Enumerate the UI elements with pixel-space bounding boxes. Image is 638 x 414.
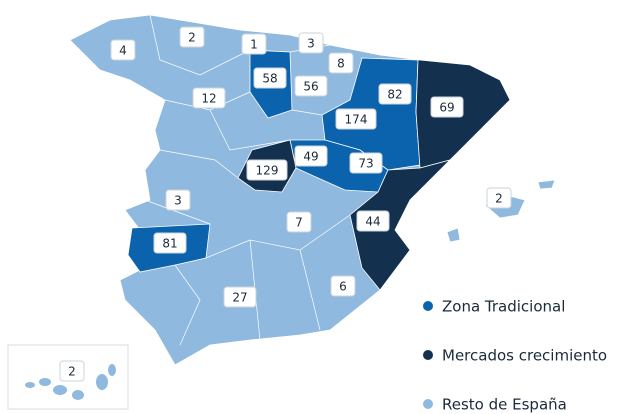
label-box <box>179 26 205 48</box>
balearic-menorca <box>537 179 556 190</box>
island <box>108 364 116 376</box>
labels: 4 2 1 3 8 58 56 82 69 12 174 49 129 73 3 7 44 2 81 27 6 2 <box>59 26 512 382</box>
label-box <box>294 145 328 167</box>
label-box <box>246 159 288 181</box>
legend-label: Mercados crecimiento <box>442 347 607 365</box>
label: 81 <box>162 237 177 251</box>
legend-dot <box>423 350 433 360</box>
label-box <box>356 210 390 232</box>
legend: Zona Tradicional Mercados crecimiento Rest… <box>423 298 607 414</box>
label: 129 <box>256 164 279 178</box>
label: 27 <box>232 291 247 305</box>
label-box <box>330 275 356 297</box>
label-box <box>59 360 85 382</box>
legend-dot <box>423 399 433 409</box>
label: 8 <box>337 57 345 71</box>
label: 44 <box>365 215 380 229</box>
label-box <box>253 67 287 89</box>
label-box <box>349 152 383 174</box>
island <box>96 374 108 390</box>
balearic-ibiza <box>446 227 461 243</box>
label-box <box>153 232 187 254</box>
label: 58 <box>262 72 277 86</box>
label: 2 <box>68 365 76 379</box>
island <box>39 378 51 386</box>
label: 82 <box>387 88 402 102</box>
label-box <box>192 87 226 109</box>
region-valencia <box>349 159 452 291</box>
label-box <box>328 52 354 74</box>
label-box <box>486 187 512 209</box>
label-box <box>223 286 257 308</box>
island <box>72 390 84 400</box>
label: 174 <box>345 113 368 127</box>
label: 3 <box>307 37 315 51</box>
legend-dot <box>423 301 433 311</box>
label: 7 <box>295 216 303 230</box>
label: 2 <box>188 31 196 45</box>
label: 1 <box>250 38 258 52</box>
label-box <box>430 96 464 118</box>
label: 56 <box>303 80 318 94</box>
label-box <box>241 33 267 55</box>
label: 49 <box>303 150 318 164</box>
island <box>53 385 67 395</box>
label-box <box>335 108 377 130</box>
label: 12 <box>201 92 216 106</box>
legend-label: Resto de España <box>442 396 567 414</box>
label-box <box>378 83 412 105</box>
label-box <box>165 189 191 211</box>
label: 69 <box>439 101 454 115</box>
label: 73 <box>358 157 373 171</box>
label: 6 <box>339 280 347 294</box>
legend-label: Zona Tradicional <box>442 298 565 316</box>
label: 2 <box>495 192 503 206</box>
label-box <box>110 39 136 61</box>
label: 3 <box>174 194 182 208</box>
canary-islands <box>25 364 116 400</box>
island <box>25 382 35 388</box>
label-box <box>286 211 312 233</box>
label-box <box>294 75 328 97</box>
label: 4 <box>119 44 127 58</box>
label-box <box>298 32 324 54</box>
